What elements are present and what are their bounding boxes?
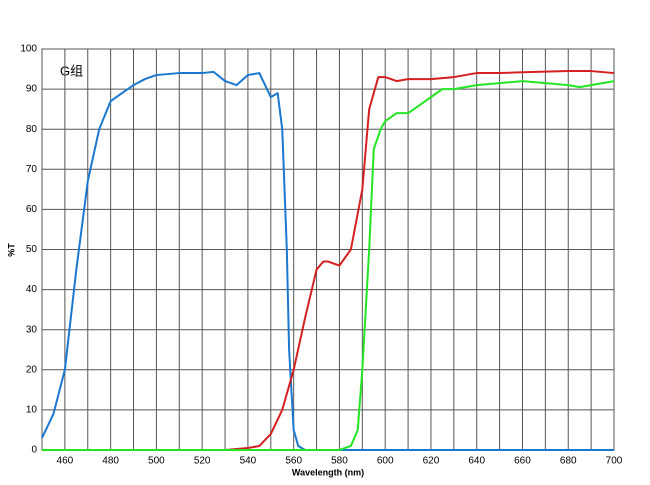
y-tick-label: 0 bbox=[31, 445, 37, 456]
y-tick-label: 30 bbox=[26, 324, 38, 335]
y-tick-label: 90 bbox=[26, 84, 38, 95]
x-tick-label: 620 bbox=[423, 456, 440, 467]
y-tick-label: 40 bbox=[26, 284, 38, 295]
x-tick-label: 580 bbox=[331, 456, 348, 467]
y-tick-label: 50 bbox=[26, 244, 38, 255]
x-tick-label: 500 bbox=[148, 456, 165, 467]
x-tick-label: 560 bbox=[285, 456, 302, 467]
x-axis-label: Wavelength (nm) bbox=[292, 467, 364, 477]
y-tick-label: 80 bbox=[26, 124, 38, 135]
x-tick-label: 700 bbox=[606, 456, 623, 467]
series-line bbox=[42, 70, 615, 451]
y-tick-label: 20 bbox=[26, 364, 38, 375]
x-tick-label: 460 bbox=[57, 456, 74, 467]
y-axis-label: %T bbox=[6, 243, 16, 257]
x-tick-label: 660 bbox=[514, 456, 531, 467]
y-tick-label: 70 bbox=[26, 164, 38, 175]
series-line bbox=[42, 80, 615, 451]
x-tick-label: 540 bbox=[240, 456, 257, 467]
x-tick-label: 480 bbox=[102, 456, 119, 467]
y-tick-label: 60 bbox=[26, 204, 38, 215]
x-tick-label: 520 bbox=[194, 456, 211, 467]
x-tick-label: 640 bbox=[468, 456, 485, 467]
x-tick-label: 600 bbox=[377, 456, 394, 467]
x-tick-label: 680 bbox=[560, 456, 577, 467]
annotation: G组 bbox=[60, 63, 83, 78]
y-tick-label: 10 bbox=[26, 405, 38, 416]
y-tick-label: 100 bbox=[20, 44, 37, 55]
